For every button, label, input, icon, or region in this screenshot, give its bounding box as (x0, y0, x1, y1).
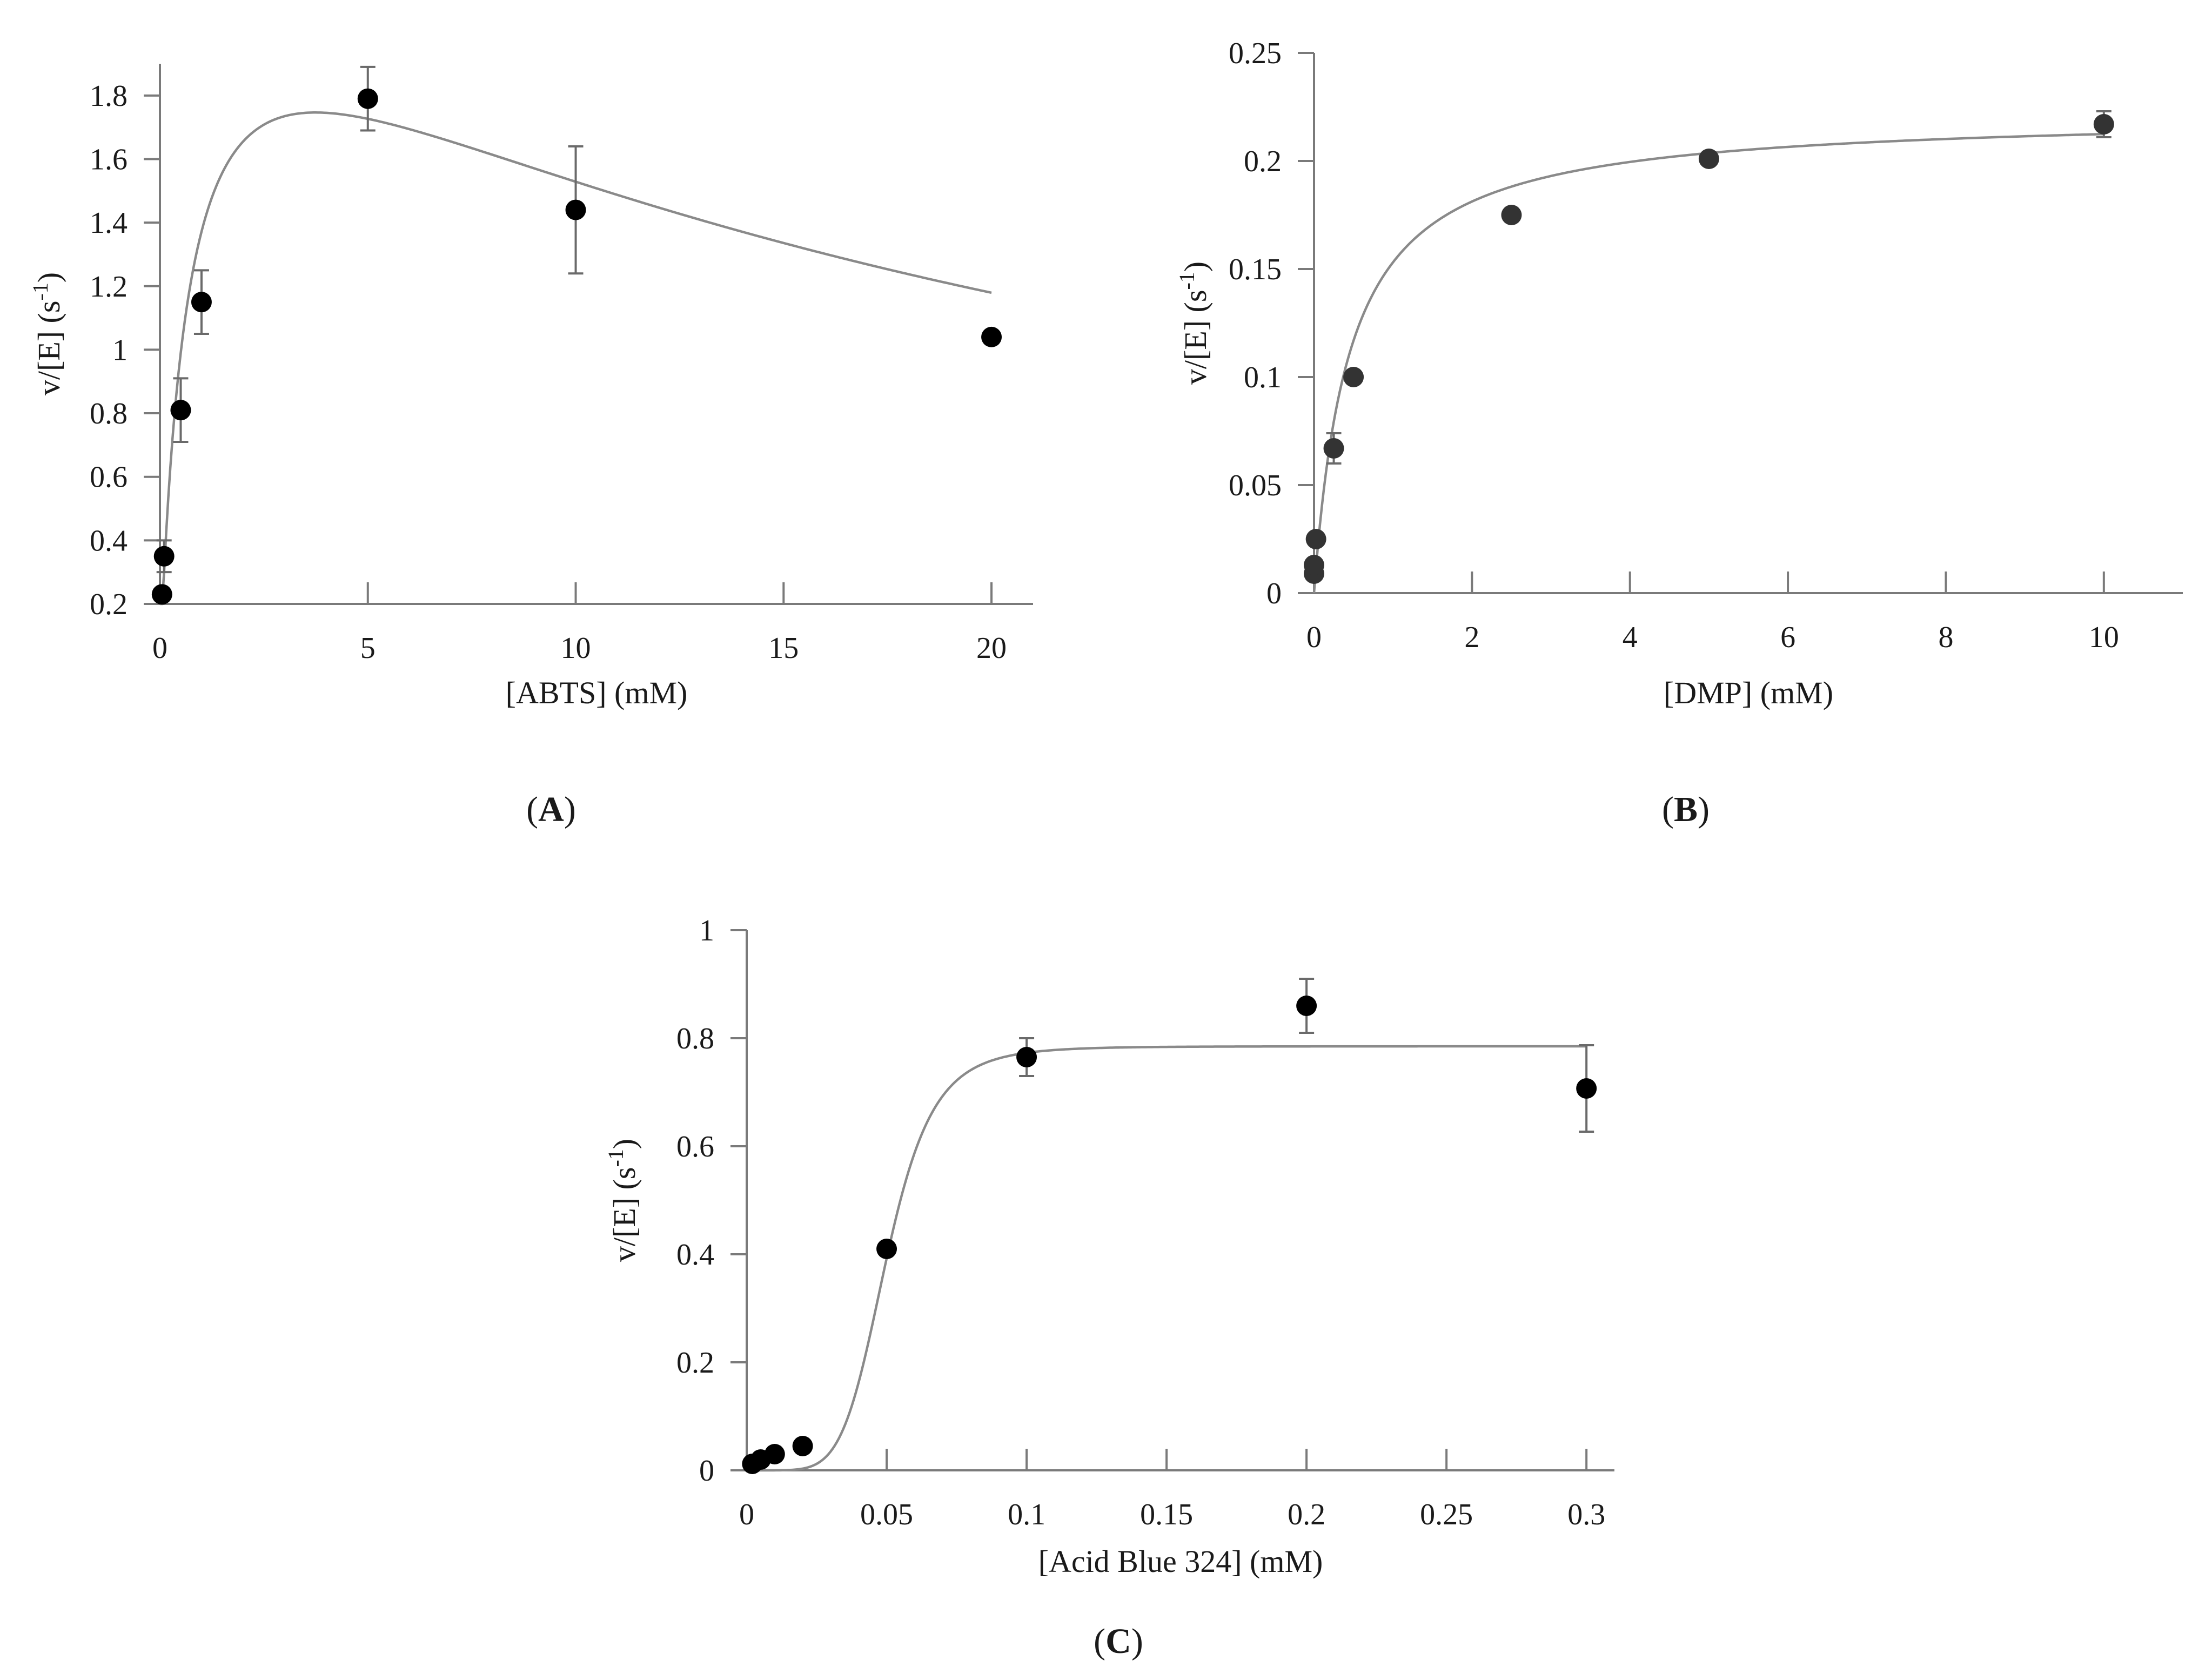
fit-curve (1312, 132, 2104, 594)
y-tick-label: 0.8 (676, 1022, 714, 1056)
x-axis-label: [DMP] (mM) (1664, 675, 1833, 710)
data-point (2093, 114, 2114, 135)
y-tick-label: 1.8 (90, 79, 128, 113)
panel-label-close: ) (1131, 1622, 1143, 1661)
panel-label-letter: C (1105, 1622, 1131, 1661)
y-tick-label: 1 (699, 914, 714, 947)
x-tick-label: 0.25 (1420, 1498, 1473, 1531)
y-tick-label: 0.8 (90, 397, 128, 431)
y-tick-label: 0.6 (676, 1130, 714, 1164)
x-tick-label: 0.2 (1288, 1498, 1325, 1531)
x-axis-label: [ABTS] (mM) (506, 675, 688, 710)
y-tick-label: 0.05 (1229, 469, 1282, 502)
data-point (1296, 996, 1317, 1016)
data-point (170, 400, 191, 421)
data-point (357, 88, 378, 109)
data-point (1016, 1047, 1037, 1067)
y-axis-label-main: v/[E] (s (607, 1167, 642, 1262)
x-tick-label: 10 (2089, 621, 2119, 654)
data-point (1576, 1078, 1597, 1099)
y-tick-label: 0.1 (1244, 361, 1282, 394)
y-axis-label-superscript: -1 (1175, 272, 1199, 290)
panel-label-letter: A (538, 790, 564, 829)
x-axis-label: [Acid Blue 324] (mM) (1038, 1544, 1323, 1579)
x-tick-label: 10 (561, 631, 591, 665)
x-tick-label: 0 (1306, 621, 1322, 654)
data-point (1698, 149, 1719, 169)
y-tick-label: 1.2 (90, 270, 128, 304)
y-axis-label-main: v/[E] (s (1178, 290, 1213, 385)
data-point (1343, 367, 1364, 387)
data-point (764, 1444, 785, 1464)
y-axis-label-close: ) (607, 1139, 642, 1149)
panel-label-letter: B (1674, 790, 1698, 829)
data-point (1501, 205, 1522, 225)
chart-panel-b: 0 2 4 6 8 10 0 0.05 0.1 0.15 0.2 0.25 [DMP] (mM) v/[E… (1175, 37, 2183, 829)
y-tick-label: 1 (112, 333, 128, 367)
x-tick-label: 0 (739, 1498, 754, 1531)
data-point (1323, 438, 1344, 459)
y-axis-label-superscript: -1 (604, 1149, 628, 1167)
y-axis-label: v/[E] (s-1) (604, 1139, 642, 1262)
data-point (565, 199, 586, 220)
x-tick-label: 4 (1623, 621, 1638, 654)
panel-label-open: ( (1662, 790, 1674, 829)
x-tick-label: 5 (360, 631, 376, 665)
x-tick-label: 6 (1780, 621, 1795, 654)
x-tick-label: 0.3 (1567, 1498, 1605, 1531)
data-point (153, 546, 175, 567)
y-axis-label-close: ) (31, 272, 66, 283)
panel-label: (B) (1662, 790, 1710, 829)
x-tick-label: 20 (976, 631, 1007, 665)
y-tick-label: 0 (1266, 577, 1282, 610)
y-tick-label: 1.6 (90, 143, 128, 176)
y-tick-label: 1.4 (90, 206, 128, 240)
data-point (1305, 529, 1326, 549)
y-axis-label: v/[E] (s-1) (28, 272, 66, 395)
y-tick-label: 0.2 (90, 588, 128, 621)
panel-label-open: ( (1094, 1622, 1105, 1661)
x-tick-label: 0.05 (860, 1498, 913, 1531)
data-point (1304, 555, 1324, 575)
x-tick-label: 15 (768, 631, 799, 665)
panel-label: (A) (526, 790, 576, 829)
data-point (191, 292, 212, 313)
y-axis-label-close: ) (1178, 261, 1213, 272)
panel-label-close: ) (564, 790, 576, 829)
data-point (151, 584, 172, 605)
y-tick-label: 0.6 (90, 461, 128, 494)
panel-label-open: ( (526, 790, 538, 829)
x-tick-label: 0.1 (1008, 1498, 1045, 1531)
fit-curve (747, 1045, 1587, 1472)
data-point (876, 1239, 897, 1259)
chart-panel-a: 0 5 10 15 20 0.2 0.4 0.6 0.8 1 1.2 1.4 1.6 1.8 [ABTS] … (28, 64, 1033, 829)
panel-label-close: ) (1698, 790, 1710, 829)
y-tick-label: 0.2 (1244, 145, 1282, 178)
x-tick-label: 0 (152, 631, 167, 665)
y-tick-label: 0.4 (676, 1238, 714, 1272)
x-tick-label: 8 (1938, 621, 1953, 654)
data-point (981, 326, 1002, 347)
panel-label: (C) (1094, 1622, 1143, 1661)
y-tick-label: 0.25 (1229, 37, 1282, 70)
y-axis-label-superscript: -1 (28, 283, 52, 300)
y-tick-label: 0 (699, 1454, 714, 1488)
y-axis-label: v/[E] (s-1) (1175, 261, 1213, 385)
data-point (792, 1436, 813, 1456)
y-tick-label: 0.4 (90, 524, 128, 557)
y-axis-label-main: v/[E] (s (31, 301, 66, 396)
x-tick-label: 2 (1464, 621, 1479, 654)
y-tick-label: 0.2 (676, 1346, 714, 1380)
chart-panel-c: 0 0.05 0.1 0.15 0.2 0.25 0.3 0 0.2 0.4 0.6 0.8 1 [Aci… (604, 914, 1614, 1661)
x-tick-label: 0.15 (1140, 1498, 1193, 1531)
y-tick-label: 0.15 (1229, 253, 1282, 286)
